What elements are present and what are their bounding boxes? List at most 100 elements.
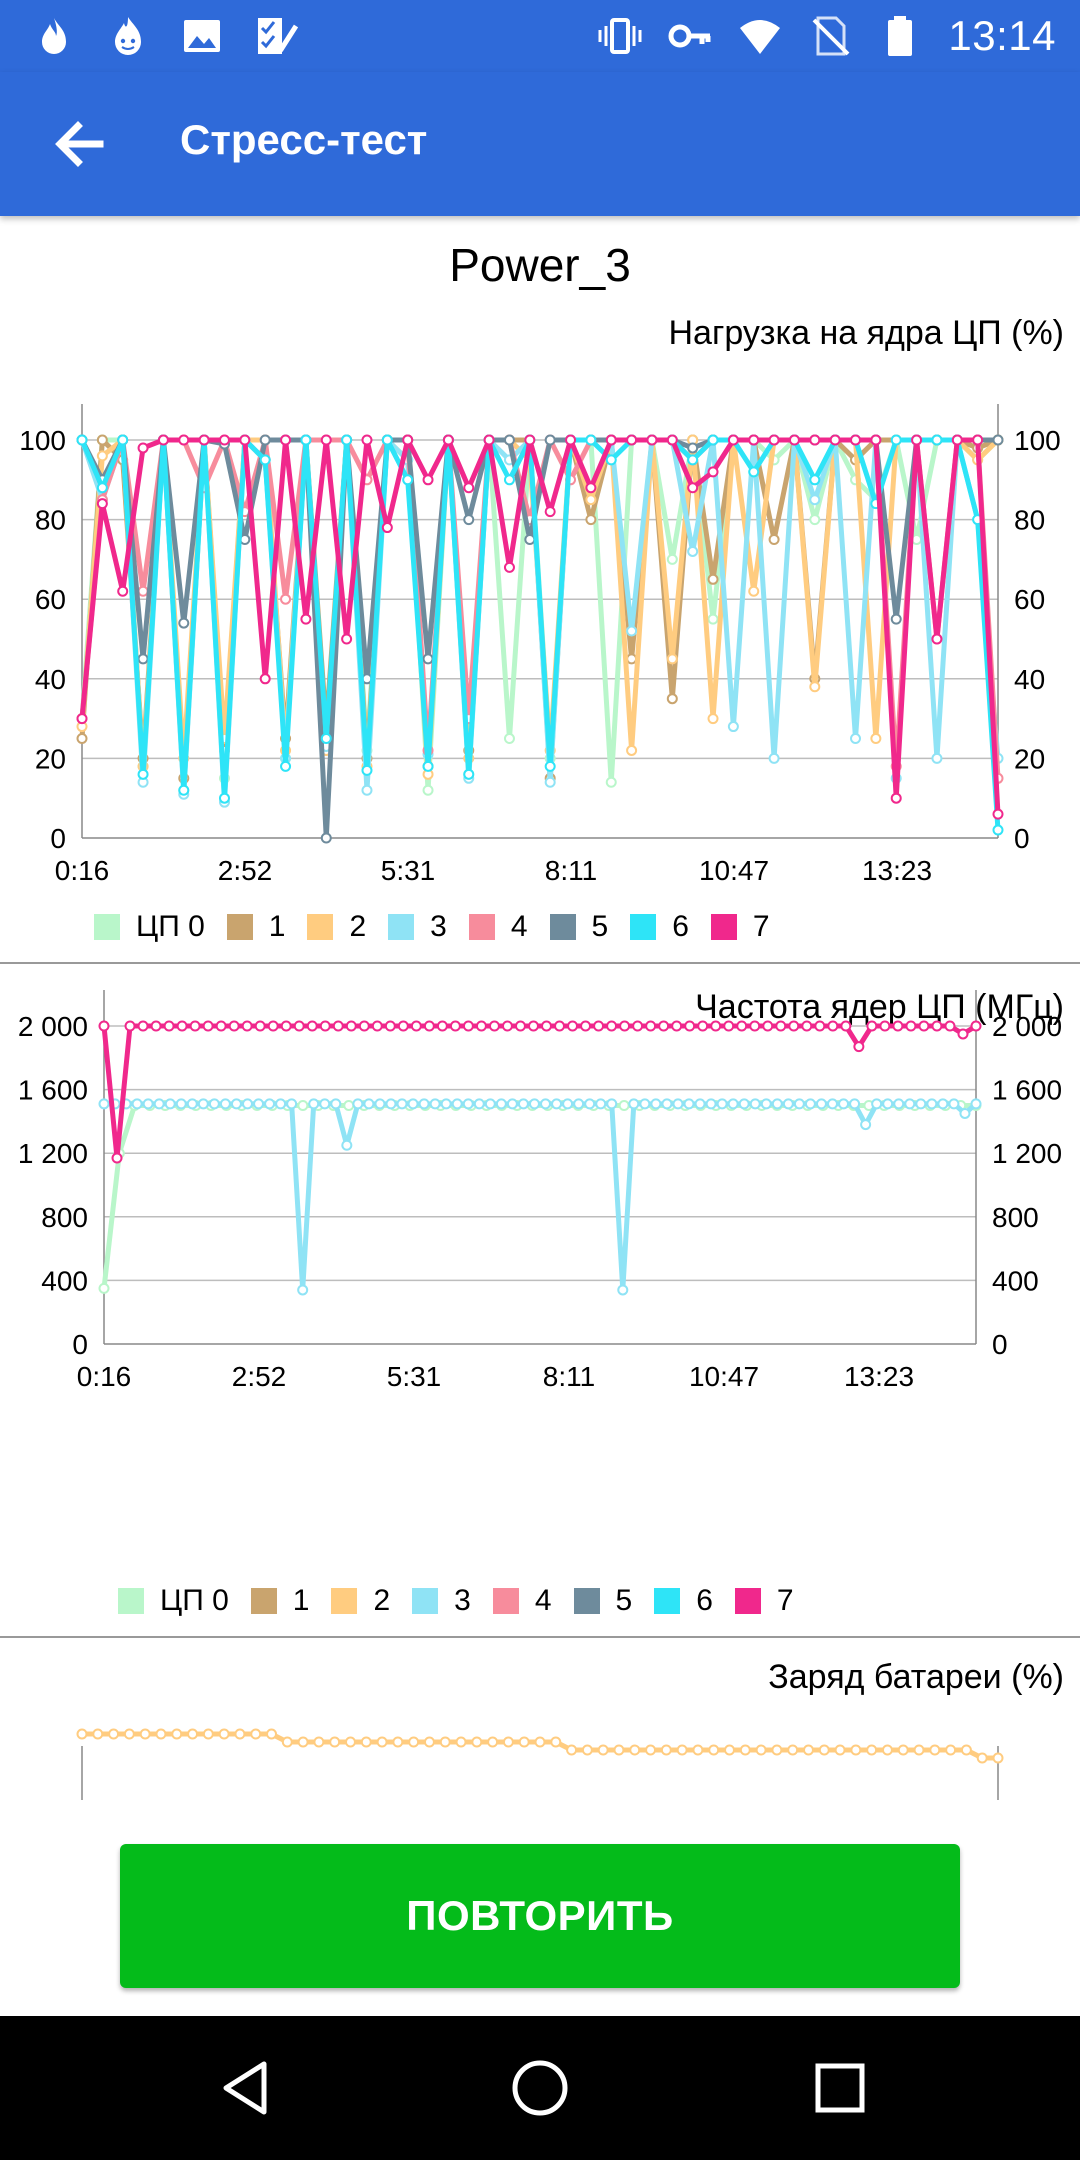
bottom-action-area: ПОВТОРИТЬ bbox=[0, 1800, 1080, 2016]
data-point bbox=[671, 1020, 683, 1032]
data-point bbox=[890, 434, 902, 446]
data-point bbox=[178, 784, 190, 796]
battery-section: Заряд батареи (%) bbox=[0, 1640, 1080, 1800]
page-title: Стресс-тест bbox=[180, 116, 428, 163]
x-tick-label: 8:11 bbox=[545, 855, 597, 886]
data-point bbox=[814, 1020, 826, 1032]
data-point bbox=[293, 1020, 305, 1032]
data-point bbox=[595, 1098, 607, 1110]
data-point bbox=[286, 1098, 298, 1110]
data-point bbox=[626, 653, 638, 665]
data-point bbox=[707, 466, 719, 478]
data-point bbox=[361, 434, 373, 446]
legend-label: 2 bbox=[349, 910, 367, 943]
repeat-button[interactable]: ПОВТОРИТЬ bbox=[120, 1844, 960, 1988]
y-tick-label-left: 40 bbox=[35, 664, 66, 695]
legend-item: 1 bbox=[250, 1584, 309, 1618]
legend-swatch bbox=[654, 1588, 681, 1614]
data-point bbox=[230, 1098, 242, 1110]
data-point bbox=[697, 1020, 709, 1032]
legend-swatch bbox=[710, 914, 737, 940]
data-point bbox=[870, 434, 882, 446]
system-icons: 13:14 bbox=[598, 10, 1056, 62]
data-point bbox=[748, 466, 760, 478]
legend-label: 6 bbox=[696, 1584, 713, 1617]
data-point bbox=[517, 1098, 529, 1110]
cpu-freq-section: Частота ядер ЦП (МГц) 0 0 400 400 800 800 1 20… bbox=[0, 966, 1080, 1640]
data-point bbox=[793, 1098, 805, 1110]
y-tick-label-right: 40 bbox=[1014, 664, 1045, 695]
data-point bbox=[840, 1020, 852, 1032]
data-point bbox=[137, 768, 149, 780]
data-point bbox=[605, 454, 617, 466]
legend-swatch bbox=[118, 1588, 144, 1614]
data-point bbox=[632, 1020, 644, 1032]
data-point bbox=[580, 1020, 592, 1032]
arrow-back-icon[interactable] bbox=[44, 108, 116, 180]
data-point bbox=[171, 1728, 183, 1740]
nav-recents-icon[interactable] bbox=[804, 2052, 876, 2124]
y-tick-label-left: 1 600 bbox=[18, 1075, 88, 1106]
data-point bbox=[992, 1752, 1004, 1764]
data-point bbox=[439, 1736, 451, 1748]
data-point bbox=[881, 1744, 893, 1756]
data-point bbox=[175, 1098, 187, 1110]
data-point bbox=[684, 1020, 696, 1032]
data-point bbox=[241, 1098, 253, 1110]
data-point bbox=[870, 733, 882, 744]
data-point bbox=[613, 1744, 625, 1756]
data-point bbox=[992, 808, 1004, 820]
data-point bbox=[407, 1098, 419, 1110]
data-point bbox=[418, 1098, 430, 1110]
legend-item: ЦП 0 bbox=[118, 1584, 229, 1618]
nav-back-icon[interactable] bbox=[212, 2052, 284, 2124]
data-point bbox=[918, 1020, 930, 1032]
data-point bbox=[544, 760, 556, 772]
data-point bbox=[782, 1098, 794, 1110]
data-point bbox=[108, 1728, 120, 1740]
data-point bbox=[544, 434, 556, 446]
data-point bbox=[332, 1020, 344, 1032]
y-tick-label-right: 1 200 bbox=[992, 1138, 1062, 1169]
data-point bbox=[501, 1020, 513, 1032]
series-line bbox=[101, 1103, 976, 1289]
data-point bbox=[619, 1020, 631, 1032]
key-icon bbox=[668, 24, 711, 48]
data-point bbox=[540, 1098, 552, 1110]
data-point bbox=[809, 681, 821, 693]
data-point bbox=[768, 434, 780, 446]
cpu-load-legend: ЦП 0 1 2 3 4 5 6 7 bbox=[94, 910, 792, 944]
legend-item: 5 bbox=[573, 1584, 632, 1618]
data-point bbox=[585, 434, 597, 446]
data-point bbox=[275, 1098, 287, 1110]
data-point bbox=[849, 1098, 861, 1110]
data-point bbox=[771, 1098, 783, 1110]
data-point bbox=[584, 1098, 596, 1110]
data-point bbox=[142, 1098, 154, 1110]
data-point bbox=[727, 721, 739, 733]
data-point bbox=[503, 733, 515, 744]
data-point bbox=[544, 506, 556, 518]
data-point bbox=[76, 713, 88, 725]
data-point bbox=[809, 474, 821, 486]
data-point bbox=[440, 1098, 452, 1110]
data-point bbox=[506, 1098, 518, 1110]
results-scroll-area[interactable]: Power_3 Нагрузка на ядра ЦП (%) 0 0 20 20 40… bbox=[0, 216, 1080, 1800]
section-divider bbox=[0, 962, 1080, 964]
data-point bbox=[76, 1728, 88, 1740]
legend-label: 4 bbox=[534, 1584, 552, 1617]
data-point bbox=[320, 434, 332, 446]
legend-item: 3 bbox=[412, 1584, 471, 1618]
y-tick-label-left: 60 bbox=[35, 584, 66, 615]
data-point bbox=[771, 1744, 783, 1756]
data-point bbox=[131, 1098, 143, 1110]
data-point bbox=[937, 1098, 949, 1110]
data-point bbox=[241, 1020, 253, 1032]
data-point bbox=[374, 1098, 386, 1110]
data-point bbox=[123, 1728, 135, 1740]
data-point bbox=[972, 434, 984, 446]
data-point bbox=[483, 434, 495, 446]
legend-item: 6 bbox=[654, 1584, 713, 1618]
data-point bbox=[187, 1728, 199, 1740]
nav-home-icon[interactable] bbox=[504, 2052, 576, 2124]
